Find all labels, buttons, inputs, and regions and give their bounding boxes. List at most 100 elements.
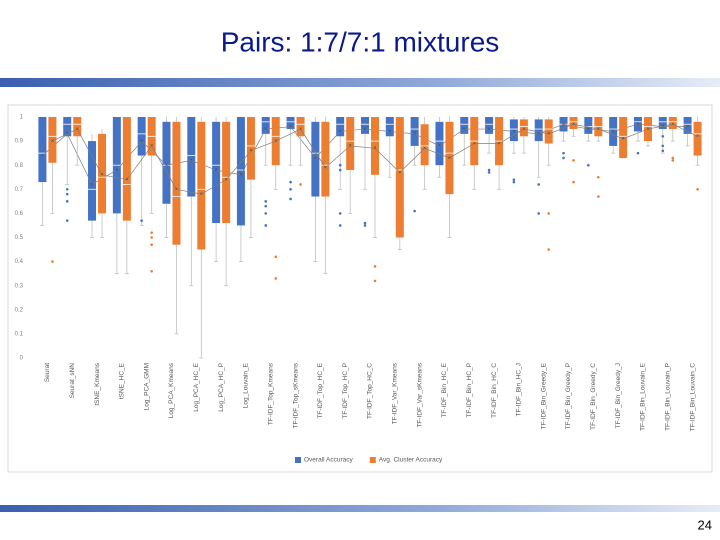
outlier [363,224,367,227]
mean-marker: × [175,187,178,193]
box [222,121,231,224]
x-tick-label: TF-IDF_Bin_Greedy_C [590,363,597,430]
mean-marker: × [696,134,699,140]
y-tick-label: 0 [20,356,24,362]
outlier [547,248,551,251]
x-tick-label: Log_PCA_HC_E [193,362,200,411]
mean-marker: × [488,126,491,132]
mean-marker: × [289,124,292,130]
outlier [636,151,640,155]
mean-line [52,123,698,195]
box [172,121,181,245]
mean-marker: × [597,126,600,132]
title-bar [0,78,720,87]
box [519,119,528,137]
box [162,121,171,204]
y-tick-label: 0.9 [15,139,24,145]
mean-marker: × [339,129,342,135]
x-tick-label: tSNE_HC_E [119,362,126,399]
outlier [597,175,600,179]
x-tick-label: tSNE_Kmeans [94,362,101,405]
mean-marker: × [349,143,352,149]
outlier [274,255,278,259]
box [668,117,677,130]
mean-marker: × [463,126,466,132]
outlier [587,163,590,167]
outlier [512,178,516,181]
x-tick-label: TF-IDF_Var_sKmeans [416,362,423,427]
mean-marker: × [562,122,565,128]
mean-marker: × [249,148,252,154]
mean-marker: × [51,138,54,144]
box [98,133,107,214]
legend-swatch [295,457,301,463]
x-tick-label: TF-IDF_Bin_Louvain_E [640,362,647,431]
y-tick-label: 0.3 [15,283,24,289]
x-tick-label: TF-IDF_Bin_HC_C [491,363,498,418]
mean-marker: × [473,141,476,147]
box [410,117,419,146]
x-tick-label: Log_Louvain_E [243,362,250,408]
mean-marker: × [140,138,143,144]
outlier [572,180,575,184]
outlier [51,260,54,263]
x-tick-label: TF-IDF_Top_HC_C [367,363,374,419]
mean-marker: × [314,155,317,161]
box [261,117,270,134]
x-tick-label: TF-IDF_Top_Kmeans [267,362,274,425]
outlier [150,243,153,247]
mean-marker: × [537,131,540,137]
outlier [373,265,377,268]
box [435,121,444,166]
mean-marker: × [686,124,689,130]
outlier [661,134,665,138]
mean-marker: × [76,126,79,132]
x-tick-label: TF-IDF_Bin_HC_P [466,363,473,418]
outlier [562,156,565,160]
box [236,117,245,226]
mean-marker: × [190,158,193,164]
outlier [413,209,416,213]
outlier [65,192,69,196]
mean-marker: × [215,167,218,173]
box [321,121,330,197]
outlier [487,171,491,174]
mean-marker: × [299,126,302,132]
outlier [299,183,302,186]
box [395,117,404,238]
y-tick-label: 0.6 [15,211,24,217]
box [544,119,553,144]
mean-marker: × [512,129,515,135]
outlier [150,231,153,234]
mean-marker: × [547,131,550,137]
box [88,141,97,221]
mean-marker: × [165,163,168,169]
box [246,117,255,180]
mean-marker: × [522,126,525,132]
box [212,121,221,224]
outlier [373,279,377,283]
mean-marker: × [115,167,118,173]
y-tick-label: 0.8 [15,163,24,169]
outlier [671,156,675,160]
mean-marker: × [374,146,377,152]
mean-marker: × [150,143,153,149]
x-tick-label: TF-IDF_Var_Kmeans [392,362,399,424]
mean-marker: × [364,126,367,132]
box [569,117,578,130]
box [485,117,494,134]
mean-marker: × [324,165,327,171]
box [385,117,394,137]
mean-marker: × [91,182,94,188]
outlier [562,151,565,155]
y-tick-label: 0.2 [15,307,24,313]
box [197,121,206,250]
box [336,117,345,137]
mean-marker: × [572,122,575,128]
x-tick-label: TF-IDF_Bin_HC_J [516,363,523,416]
outlier [696,188,699,191]
outlier [512,180,516,184]
x-tick-label: Log_PCA_GMM [143,363,150,410]
box [73,117,82,137]
outlier [140,219,143,222]
